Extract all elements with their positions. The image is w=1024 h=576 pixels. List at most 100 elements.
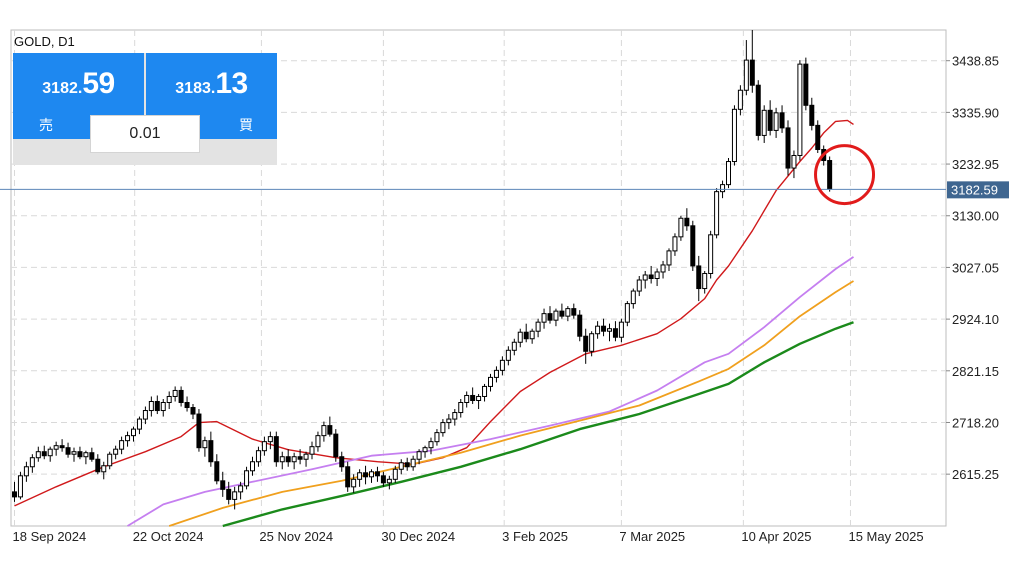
candle[interactable] [226, 481, 232, 505]
candle[interactable] [714, 188, 720, 239]
candle[interactable] [136, 416, 142, 435]
candle[interactable] [190, 404, 196, 420]
candle[interactable] [101, 461, 107, 480]
candle[interactable] [797, 60, 803, 161]
candle[interactable] [297, 449, 303, 465]
candle[interactable] [648, 265, 654, 284]
candle[interactable] [321, 421, 327, 442]
candle[interactable] [214, 454, 220, 485]
candle[interactable] [184, 396, 190, 412]
candlesticks[interactable] [12, 30, 833, 510]
candle[interactable] [333, 429, 339, 462]
candle[interactable] [607, 323, 612, 342]
candle[interactable] [660, 260, 666, 279]
candle[interactable] [565, 306, 571, 322]
candle[interactable] [267, 431, 273, 450]
candle[interactable] [779, 105, 785, 133]
candle[interactable] [238, 481, 244, 500]
candle[interactable] [351, 474, 357, 493]
candle[interactable] [83, 450, 89, 465]
candle[interactable] [113, 445, 119, 460]
candle[interactable] [553, 308, 559, 327]
candle[interactable] [446, 414, 452, 430]
candle[interactable] [749, 30, 755, 93]
candle[interactable] [59, 439, 65, 452]
candle[interactable] [809, 97, 815, 131]
candle[interactable] [696, 255, 702, 302]
candle[interactable] [17, 471, 23, 500]
candle[interactable] [684, 208, 690, 231]
candle[interactable] [77, 446, 83, 460]
candle[interactable] [12, 481, 17, 502]
candle[interactable] [541, 308, 547, 329]
candle[interactable] [23, 461, 29, 482]
candle[interactable] [678, 215, 684, 241]
candle[interactable] [148, 396, 154, 417]
candle[interactable] [464, 391, 470, 408]
candle[interactable] [369, 469, 374, 483]
candle[interactable] [386, 475, 392, 490]
candle[interactable] [761, 105, 767, 143]
candle[interactable] [35, 446, 41, 462]
candle[interactable] [559, 303, 565, 319]
candle[interactable] [440, 419, 446, 437]
candle[interactable] [244, 466, 250, 490]
candle[interactable] [273, 431, 279, 467]
candle[interactable] [71, 447, 77, 462]
candle[interactable] [755, 80, 761, 141]
candle[interactable] [618, 318, 624, 343]
candle[interactable] [392, 465, 398, 483]
candle[interactable] [702, 270, 708, 294]
candle[interactable] [737, 85, 743, 116]
candle[interactable] [107, 451, 113, 470]
candle[interactable] [458, 398, 464, 418]
candle[interactable] [726, 158, 731, 189]
candle[interactable] [202, 436, 208, 457]
candle[interactable] [523, 323, 529, 343]
candle[interactable] [470, 387, 476, 405]
candle[interactable] [791, 150, 797, 179]
candle[interactable] [708, 230, 714, 279]
candle[interactable] [339, 451, 345, 472]
candle[interactable] [499, 356, 505, 376]
candle[interactable] [410, 455, 416, 471]
candle[interactable] [208, 431, 214, 467]
candle[interactable] [743, 40, 749, 96]
candle[interactable] [380, 471, 386, 487]
candle[interactable] [29, 454, 35, 473]
candle[interactable] [291, 452, 297, 470]
candle[interactable] [493, 366, 499, 383]
candle[interactable] [89, 447, 95, 462]
candle[interactable] [363, 465, 369, 485]
candle[interactable] [142, 406, 148, 425]
price-axis[interactable]: 3438.85 3335.90 3232.95 3130.00 3027.05 2924.… [946, 54, 999, 482]
candle[interactable] [357, 469, 363, 487]
candle[interactable] [154, 395, 160, 415]
candle[interactable] [517, 328, 523, 348]
candle[interactable] [232, 486, 238, 510]
candle[interactable] [160, 398, 166, 417]
candle[interactable] [595, 321, 601, 339]
candle[interactable] [785, 120, 791, 176]
candle[interactable] [827, 156, 833, 192]
candle[interactable] [773, 107, 779, 138]
candle[interactable] [119, 436, 125, 455]
candle[interactable] [125, 431, 131, 447]
candle[interactable] [731, 105, 737, 166]
candle[interactable] [612, 321, 618, 342]
candle[interactable] [815, 120, 821, 153]
candle[interactable] [571, 303, 577, 319]
candle[interactable] [529, 328, 535, 344]
lot-size-input[interactable]: 0.01 [90, 115, 200, 153]
candle[interactable] [285, 449, 291, 467]
candle[interactable] [95, 454, 101, 475]
candle[interactable] [434, 429, 440, 446]
candle[interactable] [250, 456, 255, 476]
candle[interactable] [452, 409, 458, 426]
candle[interactable] [505, 346, 511, 366]
candle[interactable] [196, 409, 202, 452]
candle[interactable] [624, 301, 630, 327]
candle[interactable] [535, 318, 541, 338]
candle[interactable] [315, 431, 321, 452]
candle[interactable] [41, 445, 47, 460]
